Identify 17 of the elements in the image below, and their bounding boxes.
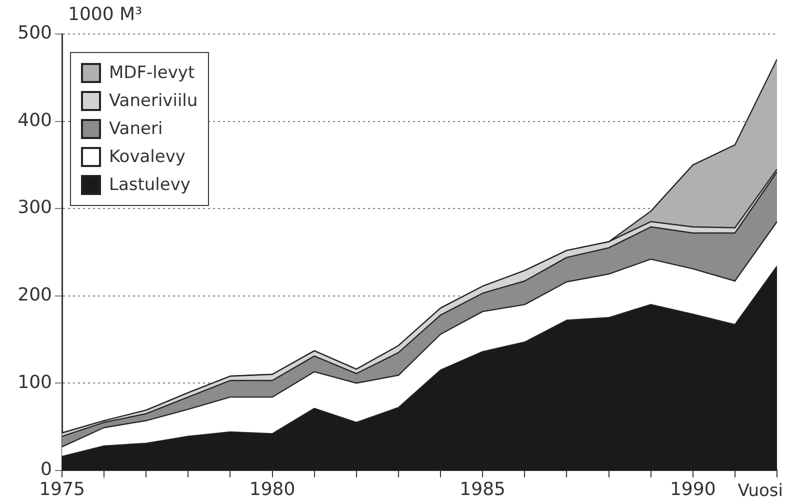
y-axis-title: 1000 M³ <box>68 4 142 25</box>
x-axis-title: Vuosi <box>738 481 783 501</box>
x-tick-label: 1975 <box>39 478 85 500</box>
y-tick-label: 0 <box>40 459 52 480</box>
x-tick-label: 1990 <box>670 478 716 500</box>
legend-label: MDF-levyt <box>109 63 195 83</box>
x-tick-label: 1985 <box>460 478 506 500</box>
legend-label: Lastulevy <box>109 175 190 195</box>
y-tick-label: 200 <box>18 284 52 306</box>
y-tick-label: 100 <box>18 372 52 393</box>
legend-label: Kovalevy <box>109 147 186 167</box>
legend-label: Vaneriviilu <box>109 91 198 111</box>
x-tick-label: 1980 <box>249 478 296 500</box>
legend-label: Vaneri <box>109 119 163 139</box>
y-tick-label: 400 <box>18 110 52 131</box>
y-tick-label: 300 <box>18 197 52 218</box>
y-tick-label: 500 <box>18 22 52 44</box>
